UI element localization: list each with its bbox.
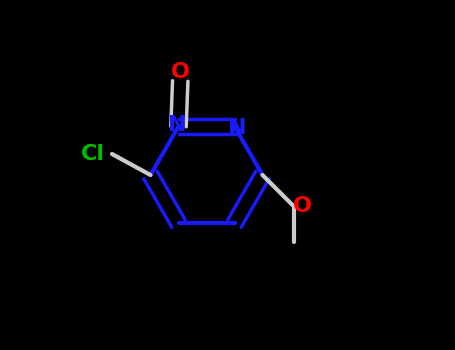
Text: Cl: Cl	[81, 144, 105, 164]
Text: N: N	[167, 115, 186, 135]
Text: O: O	[293, 196, 312, 217]
Text: N: N	[228, 118, 247, 138]
Text: O: O	[171, 62, 190, 82]
